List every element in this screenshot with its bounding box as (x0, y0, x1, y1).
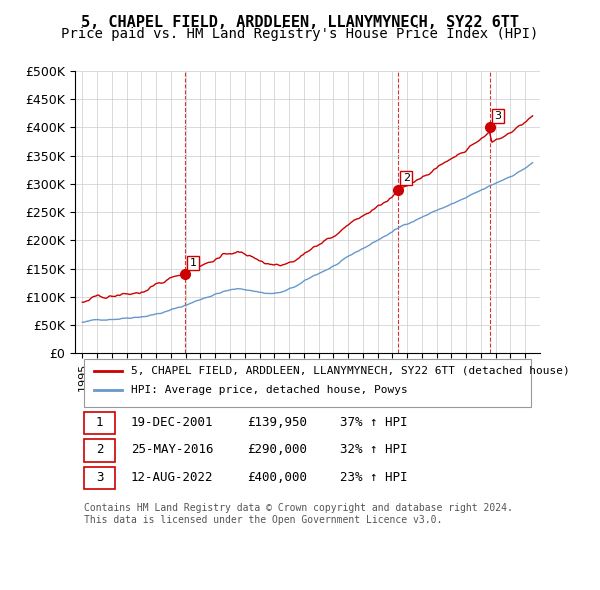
Text: 19-DEC-2001: 19-DEC-2001 (131, 415, 214, 428)
Text: 5, CHAPEL FIELD, ARDDLEEN, LLANYMYNECH, SY22 6TT (detached house): 5, CHAPEL FIELD, ARDDLEEN, LLANYMYNECH, … (131, 366, 569, 376)
Text: 2: 2 (96, 443, 103, 456)
Text: £400,000: £400,000 (247, 471, 307, 484)
Text: 37% ↑ HPI: 37% ↑ HPI (340, 415, 407, 428)
Text: 1: 1 (190, 258, 197, 268)
FancyBboxPatch shape (84, 467, 115, 489)
FancyBboxPatch shape (84, 359, 531, 407)
FancyBboxPatch shape (84, 440, 115, 461)
Text: Contains HM Land Registry data © Crown copyright and database right 2024.: Contains HM Land Registry data © Crown c… (84, 503, 513, 513)
Text: 25-MAY-2016: 25-MAY-2016 (131, 443, 214, 456)
Text: 3: 3 (494, 111, 502, 121)
Text: 2: 2 (403, 173, 410, 183)
Text: 23% ↑ HPI: 23% ↑ HPI (340, 471, 407, 484)
Text: £290,000: £290,000 (247, 443, 307, 456)
Text: 3: 3 (96, 471, 103, 484)
Text: £139,950: £139,950 (247, 415, 307, 428)
Text: This data is licensed under the Open Government Licence v3.0.: This data is licensed under the Open Gov… (84, 515, 443, 525)
Text: 12-AUG-2022: 12-AUG-2022 (131, 471, 214, 484)
Text: Price paid vs. HM Land Registry's House Price Index (HPI): Price paid vs. HM Land Registry's House … (61, 27, 539, 41)
Text: 5, CHAPEL FIELD, ARDDLEEN, LLANYMYNECH, SY22 6TT: 5, CHAPEL FIELD, ARDDLEEN, LLANYMYNECH, … (81, 15, 519, 30)
Text: HPI: Average price, detached house, Powys: HPI: Average price, detached house, Powy… (131, 385, 407, 395)
Text: 32% ↑ HPI: 32% ↑ HPI (340, 443, 407, 456)
FancyBboxPatch shape (84, 412, 115, 434)
Text: 1: 1 (96, 415, 103, 428)
